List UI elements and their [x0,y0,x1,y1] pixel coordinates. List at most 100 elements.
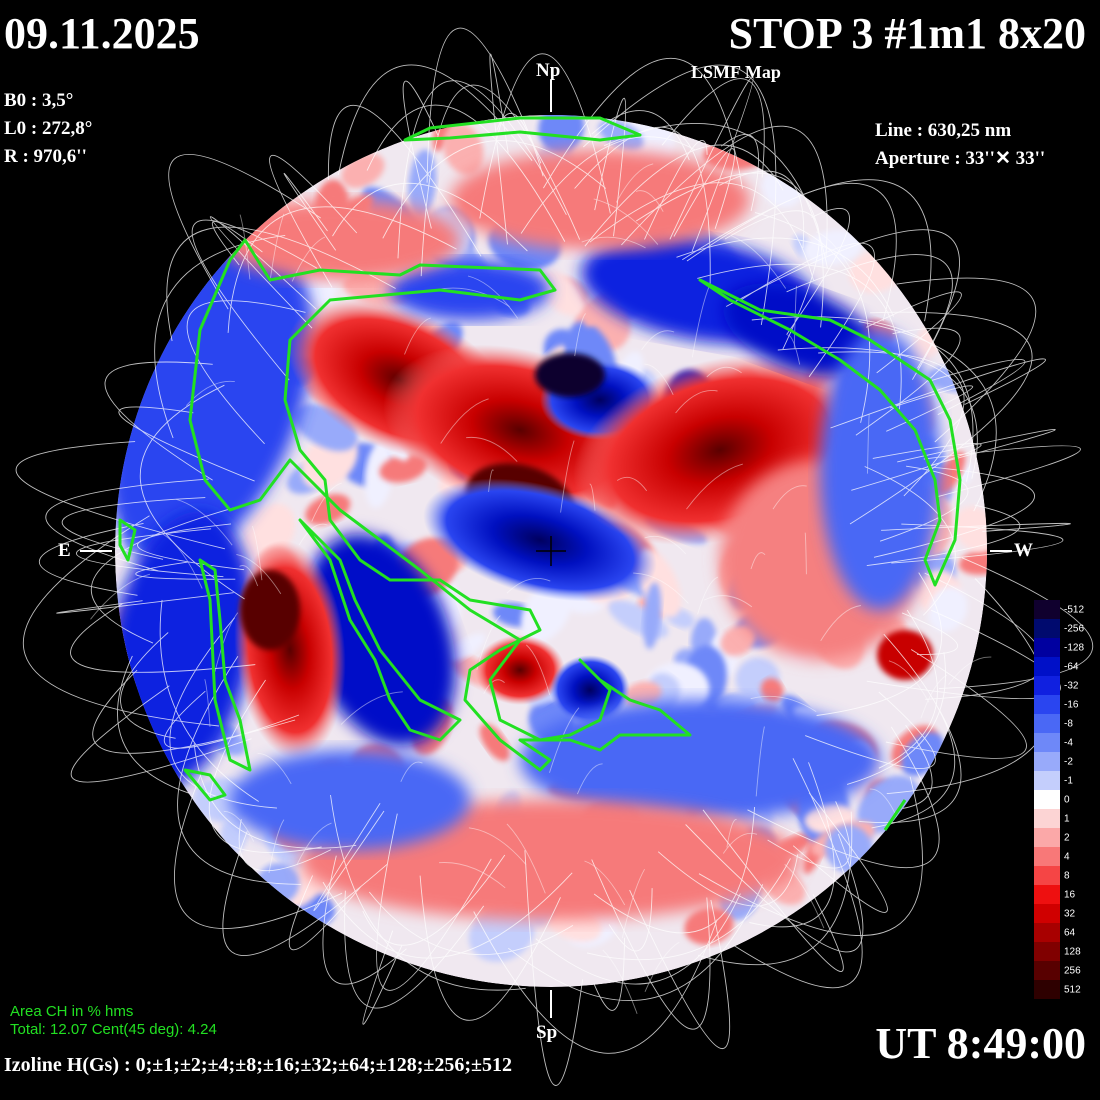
field-line [719,170,805,249]
field-line [535,893,741,985]
colorbar-tick-label: -32 [1064,680,1079,691]
field-line [608,888,653,952]
south-pole-label: Sp [536,1022,558,1043]
colorbar-swatch [1034,771,1060,790]
field-line [560,440,575,513]
field-line [920,674,948,719]
field-line [873,466,1036,558]
colorbar-swatch [1034,809,1060,828]
field-line [721,134,759,212]
field-line [750,695,817,712]
field-line [574,126,711,287]
field-line [204,679,211,727]
field-line [621,868,645,939]
field-line [867,413,870,474]
field-line [602,949,638,1014]
field-line [849,311,1033,525]
param-l0: L0 : 272,8° [4,118,93,139]
field-line [91,506,238,644]
field-line [438,862,506,889]
field-line [902,724,933,809]
field-line [466,436,518,462]
field-line [657,851,799,907]
colorbar-swatch [1034,828,1060,847]
field-line [594,97,627,237]
field-line [593,198,659,245]
field-line [104,361,213,481]
field-line [362,854,506,946]
field-line [332,182,528,252]
colorbar-swatch [1034,657,1060,676]
field-line [816,572,943,716]
field-line [419,875,561,1021]
field-line [169,617,278,809]
field-line [888,660,930,703]
field-line [524,850,584,1086]
field-line [185,380,235,407]
field-line [288,875,361,951]
field-line [488,469,494,492]
field-line [283,173,337,251]
isoline-legend: Izoline H(Gs) : 0;±1;±2;±4;±8;±16;±32;±6… [4,1054,513,1076]
field-line [725,229,960,380]
colorbar-tick-label: -64 [1064,661,1079,672]
field-line [866,291,962,374]
field-line [858,710,962,823]
field-line [426,27,542,183]
field-line [697,811,853,966]
field-line [584,860,626,906]
disk-center-cross [536,536,566,566]
field-line [473,911,718,1054]
colorbar-tick-label: -512 [1064,604,1085,615]
field-line [269,213,285,283]
field-line [750,552,766,570]
direction-ticks [80,80,1012,1018]
field-line [855,327,961,436]
field-line [581,236,646,249]
ut-time: UT 8:49:00 [875,1019,1086,1068]
field-line [686,463,743,510]
colorbar-swatch [1034,942,1060,961]
field-line [56,592,234,614]
field-line [697,263,902,410]
field-line [591,859,711,1030]
colorbar-swatch [1034,980,1060,999]
colorbar-tick-label: 128 [1064,946,1081,957]
field-line [901,612,959,656]
field-line [186,300,306,445]
colorbar-tick-label: -128 [1064,642,1085,653]
field-line [586,858,791,961]
field-line [526,644,551,696]
field-line [603,123,828,269]
field-line [159,599,259,802]
colorbar-tick-label: 256 [1064,965,1081,976]
field-line [327,104,482,257]
field-line [629,889,731,1050]
colorbar-tick-label: -4 [1064,737,1073,748]
west-label: W [1014,540,1033,561]
field-line [869,788,898,817]
field-line [669,76,754,252]
field-line [784,864,825,929]
field-line [362,930,403,1025]
colorbar-tick-label: 512 [1064,984,1081,995]
field-line [706,366,742,378]
field-line [400,761,423,782]
field-line [591,110,690,161]
field-line [644,941,680,992]
field-line [675,390,718,414]
field-line [508,884,764,1002]
colorbar-swatch [1034,714,1060,733]
field-line [173,772,343,929]
field-line [576,763,603,795]
coronal-hole-contours [118,116,962,831]
field-line [238,819,332,872]
field-line [489,53,509,245]
field-line [733,758,863,989]
field-line [440,398,489,444]
field-line [793,285,797,349]
field-line [897,429,1056,466]
coronal-hole-summary: Total: 12.07 Cent(45 deg): 4.24 [10,1021,217,1038]
field-line [644,363,674,395]
